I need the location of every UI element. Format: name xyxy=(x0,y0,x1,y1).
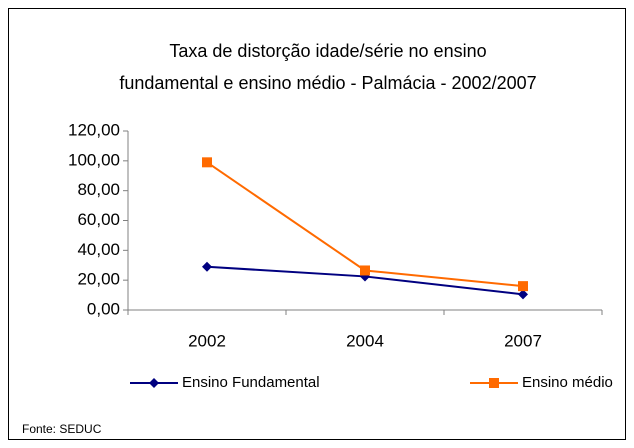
legend-label: Ensino Fundamental xyxy=(182,374,320,391)
x-tick-label: 2004 xyxy=(346,331,384,350)
chart-title: fundamental e ensino médio - Palmácia - … xyxy=(119,73,536,93)
data-point xyxy=(518,281,528,292)
y-tick-label: 0,00 xyxy=(87,299,120,318)
legend-marker xyxy=(149,378,159,388)
y-tick-label: 40,00 xyxy=(77,240,120,259)
legend-marker xyxy=(489,378,499,388)
chart-border xyxy=(8,8,626,440)
x-tick-label: 2007 xyxy=(504,331,542,350)
y-tick-label: 20,00 xyxy=(77,270,120,289)
data-point xyxy=(202,157,212,168)
x-tick-label: 2002 xyxy=(188,331,226,350)
y-tick-label: 60,00 xyxy=(77,210,120,229)
chart-title: Taxa de distorção idade/série no ensino xyxy=(169,41,486,61)
legend-label: Ensino médio xyxy=(522,374,613,391)
source-note: Fonte: SEDUC xyxy=(22,422,102,436)
y-tick-label: 120,00 xyxy=(68,120,120,139)
data-point xyxy=(202,261,212,272)
data-point xyxy=(518,289,528,300)
y-tick-label: 100,00 xyxy=(68,150,120,169)
y-tick-label: 80,00 xyxy=(77,180,120,199)
data-point xyxy=(360,265,370,276)
